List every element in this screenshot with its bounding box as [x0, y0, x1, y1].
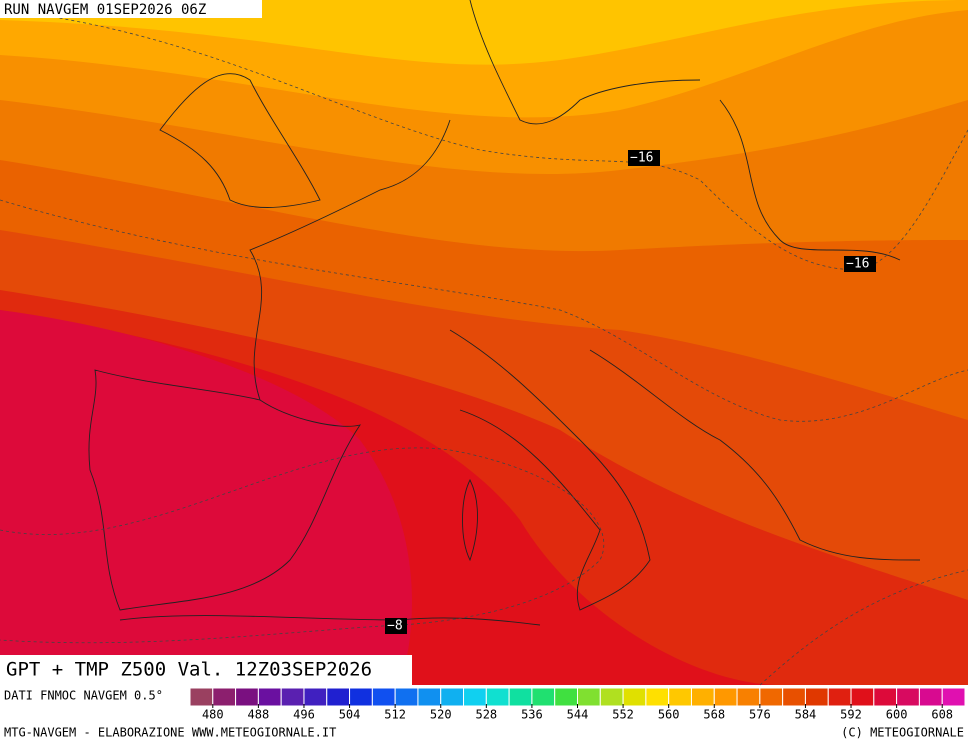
colorbar-swatch	[349, 687, 373, 707]
colorbar-swatch	[463, 687, 487, 707]
colorbar-tick-label: 496	[293, 708, 315, 722]
colorbar-swatch	[827, 687, 852, 707]
contour-label-box	[844, 256, 876, 272]
colorbar-swatch	[280, 687, 305, 707]
colorbar-tick-label: 608	[931, 708, 953, 722]
source-label: DATI FNMOC NAVGEM 0.5°	[4, 689, 163, 703]
colorbar-swatch	[599, 687, 624, 707]
colorbar-swatch	[212, 687, 237, 707]
contour-label: −8	[387, 619, 403, 634]
colorbar-swatch	[485, 687, 510, 707]
colorbar-swatch	[782, 687, 806, 707]
colorbar-tick-label: 536	[521, 708, 543, 722]
colorbar-tick-label: 528	[475, 708, 497, 722]
colorbar-swatch	[189, 687, 214, 707]
run-label: RUN NAVGEM 01SEP2026 06Z	[4, 2, 206, 18]
colorbar-tick-label: 592	[840, 708, 862, 722]
title-box	[0, 655, 412, 685]
colorbar-tick-label: 584	[795, 708, 817, 722]
colorbar-tick-label: 576	[749, 708, 771, 722]
colorbar-tick-label: 560	[658, 708, 680, 722]
colorbar-swatch	[417, 687, 442, 707]
colorbar-tick-label: 520	[430, 708, 452, 722]
colorbar-swatch	[690, 687, 715, 707]
colorbar-tick-label: 600	[886, 708, 908, 722]
band	[0, 310, 412, 685]
colorbar-swatch	[371, 687, 396, 707]
footer-left: MTG-NAVGEM - ELABORAZIONE WWW.METEOGIORN…	[4, 726, 336, 740]
colorbar-swatch	[235, 687, 259, 707]
colorbar-swatch	[554, 687, 578, 707]
colorbar-swatch	[918, 687, 943, 707]
colorbar-swatch	[941, 687, 966, 707]
contour-label: −16	[630, 151, 653, 166]
colorbar-tick-label: 568	[703, 708, 725, 722]
colorbar-swatch	[508, 687, 533, 707]
colorbar-tick-label: 480	[202, 708, 224, 722]
colorbar-swatch	[303, 687, 328, 707]
colorbar: 480 488 496 504 512 520 528 536 544 552 560 568 576 5…	[189, 687, 966, 722]
colorbar-swatch	[394, 687, 419, 707]
contour-label-box	[385, 618, 407, 634]
colorbar-swatch	[804, 687, 829, 707]
colorbar-tick-label: 544	[567, 708, 589, 722]
colorbar-swatch	[896, 687, 920, 707]
header-box	[0, 0, 262, 18]
contour-label: −16	[846, 257, 869, 272]
colorbar-swatch	[645, 687, 670, 707]
colorbar-swatch	[759, 687, 784, 707]
colorbar-swatch	[326, 687, 351, 707]
colorbar-tick-label: 504	[339, 708, 361, 722]
contour-label-box	[628, 150, 660, 166]
colorbar-swatch	[736, 687, 761, 707]
colorbar-tick-label: 552	[612, 708, 634, 722]
colorbar-tick-label: 488	[248, 708, 270, 722]
colorbar-swatch	[577, 687, 601, 707]
coastlines	[88, 0, 921, 626]
footer-right: (C) METEOGIORNALE	[841, 726, 964, 740]
colorbar-swatch	[257, 687, 282, 707]
chart-title: GPT + TMP Z500 Val. 12Z03SEP2026	[6, 659, 372, 681]
colorbar-swatch	[531, 687, 556, 707]
colorbar-swatch	[850, 687, 875, 707]
colorbar-swatch	[873, 687, 898, 707]
colorbar-tick-label: 512	[384, 708, 406, 722]
colorbar-swatch	[440, 687, 465, 707]
colorbar-swatch	[622, 687, 647, 707]
colorbar-swatch	[713, 687, 738, 707]
colorbar-swatch	[668, 687, 692, 707]
